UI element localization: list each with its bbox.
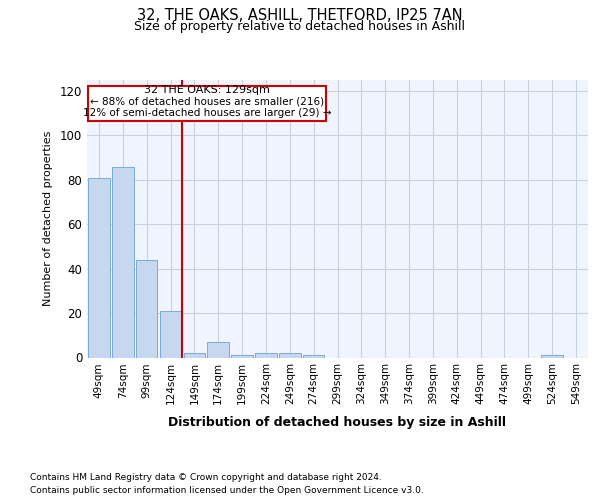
Bar [112,166,134,358]
Bar [303,356,325,358]
Bar [208,342,229,357]
Bar [136,260,157,358]
Text: 32, THE OAKS, ASHILL, THETFORD, IP25 7AN: 32, THE OAKS, ASHILL, THETFORD, IP25 7AN [137,8,463,22]
Text: ← 88% of detached houses are smaller (216): ← 88% of detached houses are smaller (21… [90,96,324,106]
Bar [255,353,277,358]
Text: Contains HM Land Registry data © Crown copyright and database right 2024.: Contains HM Land Registry data © Crown c… [30,472,382,482]
Bar [160,311,181,358]
Text: Contains public sector information licensed under the Open Government Licence v3: Contains public sector information licen… [30,486,424,495]
Bar [232,356,253,358]
Text: 32 THE OAKS: 129sqm: 32 THE OAKS: 129sqm [144,85,270,95]
Text: 12% of semi-detached houses are larger (29) →: 12% of semi-detached houses are larger (… [83,108,331,118]
FancyBboxPatch shape [88,86,326,121]
Y-axis label: Number of detached properties: Number of detached properties [43,131,53,306]
Bar [279,353,301,358]
X-axis label: Distribution of detached houses by size in Ashill: Distribution of detached houses by size … [169,416,506,428]
Bar [88,178,110,358]
Text: Size of property relative to detached houses in Ashill: Size of property relative to detached ho… [134,20,466,33]
Bar [541,356,563,358]
Bar [184,353,205,358]
